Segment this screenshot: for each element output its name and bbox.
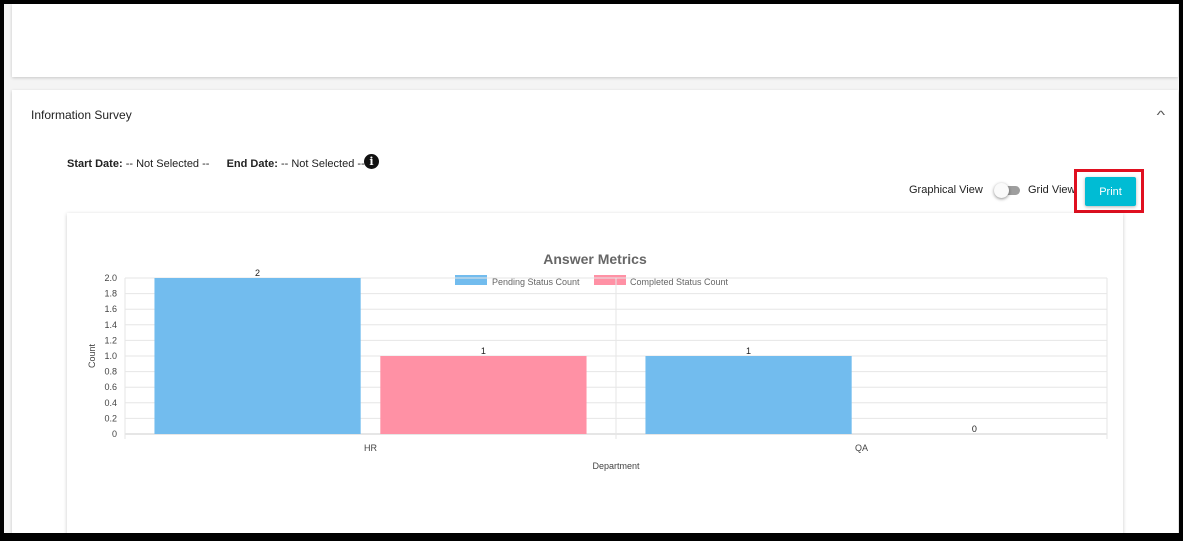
start-date-value: -- Not Selected --: [125, 158, 210, 170]
info-icon[interactable]: i: [364, 154, 379, 169]
start-date-label: Start Date:: [67, 158, 123, 170]
y-tick-label: 0.8: [104, 367, 117, 377]
y-axis-label: Count: [87, 344, 97, 369]
bar: [154, 278, 361, 434]
bar: [645, 356, 852, 434]
x-axis-label: Department: [592, 461, 640, 471]
date-filter: Start Date: -- Not Selected -- End Date:…: [67, 158, 365, 170]
panel-title: Information Survey: [31, 108, 132, 122]
legend-label: Pending Status Count: [492, 277, 580, 287]
x-tick-label: HR: [364, 443, 377, 453]
survey-panel: Information Survey ^ Start Date: -- Not …: [12, 90, 1178, 533]
switch-track: [998, 186, 1020, 195]
answer-metrics-chart: Answer Metrics Pending Status Count Comple…: [87, 251, 1108, 471]
view-toggle-switch[interactable]: [994, 183, 1020, 198]
bar-value-label: 1: [481, 346, 486, 356]
chart-title: Answer Metrics: [543, 251, 647, 267]
y-tick-label: 0.2: [104, 413, 117, 423]
y-tick-label: 0.4: [104, 398, 117, 408]
switch-knob: [994, 183, 1009, 198]
y-tick-label: 1.2: [104, 335, 117, 345]
y-tick-label: 1.0: [104, 351, 117, 361]
print-button[interactable]: Print: [1085, 177, 1136, 206]
top-card: [12, 4, 1178, 77]
legend-label: Completed Status Count: [630, 277, 729, 287]
bar-value-label: 1: [746, 346, 751, 356]
y-tick-label: 2.0: [104, 273, 117, 283]
graphical-view-label: Graphical View: [909, 184, 983, 196]
print-highlight-box: [1074, 169, 1144, 213]
grid-view-label: Grid View: [1028, 184, 1076, 196]
y-tick-label: 1.6: [104, 304, 117, 314]
collapse-chevron-icon[interactable]: ^: [1156, 108, 1166, 122]
legend-swatch: [594, 275, 626, 285]
bar-value-label: 0: [972, 424, 977, 434]
bar: [380, 356, 587, 434]
end-date-label: End Date:: [226, 158, 278, 170]
legend-swatch: [455, 275, 487, 285]
app-frame: Information Survey ^ Start Date: -- Not …: [4, 4, 1179, 533]
y-tick-label: 1.4: [104, 320, 117, 330]
y-tick-label: 1.8: [104, 289, 117, 299]
y-tick-label: 0: [112, 429, 117, 439]
y-tick-label: 0.6: [104, 382, 117, 392]
chart-card: Answer Metrics Pending Status Count Comple…: [67, 213, 1123, 533]
end-date-value: -- Not Selected --: [280, 158, 365, 170]
x-tick-label: QA: [855, 443, 868, 453]
bar-value-label: 2: [255, 268, 260, 278]
